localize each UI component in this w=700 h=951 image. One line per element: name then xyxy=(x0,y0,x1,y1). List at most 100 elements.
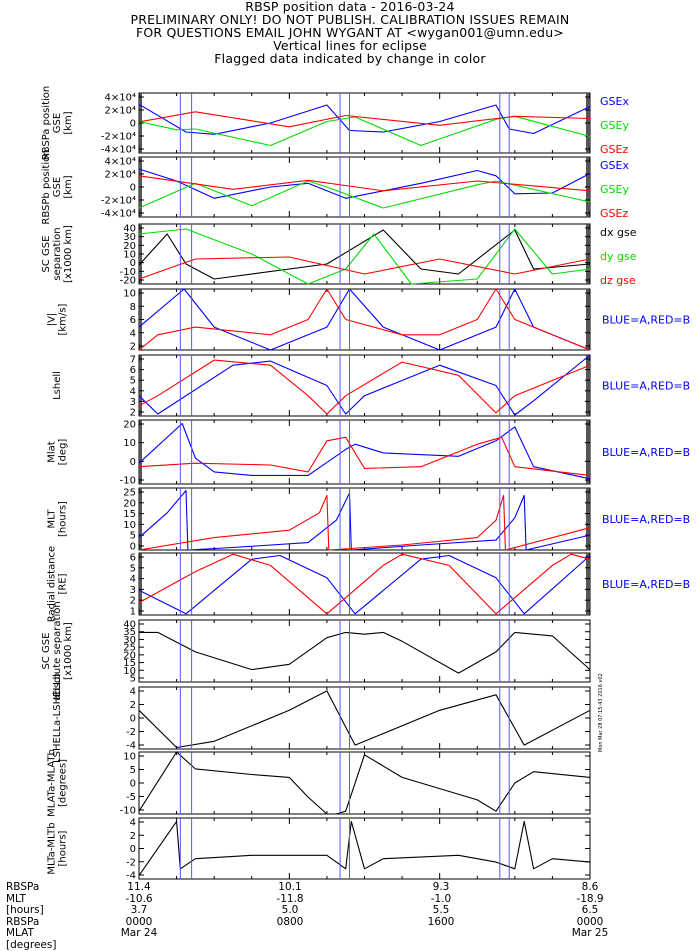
panel-frame xyxy=(138,751,591,815)
y-tick-label: 0 xyxy=(130,457,136,468)
footer-column-value: Mar 24 xyxy=(120,927,158,939)
y-tick-label: -2 xyxy=(126,727,136,738)
y-axis-label-line: [degrees] xyxy=(58,759,69,807)
footer-column-value: 11.4 xyxy=(127,881,151,893)
y-tick-label: 40 xyxy=(123,224,136,235)
legend-entry: BLUE=A,RED=B xyxy=(602,380,690,393)
y-tick-label: -10 xyxy=(120,476,136,487)
y-tick-label: 5 xyxy=(130,674,136,685)
y-tick-label: -5 xyxy=(126,792,136,803)
y-tick-label: 2 xyxy=(130,700,136,711)
y-tick-label: 4 xyxy=(130,574,136,585)
footer-row-label: MLT xyxy=(6,892,26,905)
y-tick-label: -4×10⁴ xyxy=(101,145,136,156)
y-tick-label: 20 xyxy=(123,241,136,252)
y-tick-label: 0 xyxy=(130,779,136,790)
y-axis-label: |V| [km/s] xyxy=(47,303,69,335)
y-axis-label-line: [hours] xyxy=(58,501,69,537)
y-tick-label: 4×10⁴ xyxy=(105,157,136,168)
series-line xyxy=(139,631,591,674)
y-tick-label: 20 xyxy=(123,420,136,431)
y-tick-label: 4 xyxy=(130,687,136,698)
title-line: FOR QUESTIONS EMAIL JOHN WYGANT AT <wyga… xyxy=(135,25,564,40)
series-line xyxy=(138,553,591,615)
footer-row-label: RBSPa xyxy=(6,915,40,928)
series-line xyxy=(138,554,591,615)
y-tick-label: 0 xyxy=(130,183,136,194)
flag-bar xyxy=(139,355,142,416)
y-axis-label-line: LSHELLa-LSHELLb xyxy=(52,673,63,763)
footer-column-value: 0000 xyxy=(576,915,604,928)
flag-bar xyxy=(139,488,142,550)
series-line xyxy=(138,422,591,480)
y-tick-label: 0 xyxy=(130,714,136,725)
y-axis-label: MLTa-MLTb [hours] xyxy=(47,822,69,874)
y-axis-label-line: [RE] xyxy=(58,573,69,594)
legend-entry: GSEy xyxy=(600,183,629,196)
legend-entry: dz gse xyxy=(600,274,636,287)
y-axis-label-line: [x1000 km] xyxy=(63,225,74,283)
y-tick-label: 2 xyxy=(130,831,136,842)
series-line xyxy=(138,751,591,815)
y-tick-label: 2 xyxy=(130,342,136,353)
y-axis-label: RBSPb position GSE [km] xyxy=(41,149,74,224)
y-tick-label: 1 xyxy=(130,607,136,618)
legend-entry: dx gse xyxy=(600,226,637,239)
legend-entry: GSEx xyxy=(600,95,629,108)
flag-bar xyxy=(139,420,142,484)
y-tick-label: 20 xyxy=(123,650,136,661)
title-line: Flagged data indicated by change in colo… xyxy=(214,51,486,66)
y-tick-label: -4 xyxy=(126,871,136,882)
y-tick-label: 15 xyxy=(123,509,136,520)
legend-entry: BLUE=A,RED=B xyxy=(602,446,690,459)
panel-frame xyxy=(138,817,591,880)
footer-column-value: 5.5 xyxy=(432,904,450,916)
y-axis-label-line: GSE xyxy=(52,113,63,133)
y-axis-label: MLT [hours] xyxy=(47,501,69,537)
series-line xyxy=(138,256,591,280)
y-tick-label: -20 xyxy=(120,276,136,287)
series-line xyxy=(138,436,591,476)
legend-entry: BLUE=A,RED=B xyxy=(602,314,690,327)
series-line xyxy=(138,820,591,876)
y-tick-label: 10 xyxy=(123,250,136,261)
footer-column-value: 0000 xyxy=(125,915,153,928)
footer-column-value: 5.0 xyxy=(281,904,299,916)
y-tick-label: 5 xyxy=(130,563,136,574)
y-axis-label: Mlat [deg] xyxy=(47,439,69,466)
y-axis-label-line: absolute separation xyxy=(52,601,63,700)
y-tick-label: 0 xyxy=(130,542,136,553)
series-line xyxy=(138,288,591,351)
series-line xyxy=(138,168,591,199)
y-tick-label: 2 xyxy=(130,408,136,419)
y-tick-label: -2 xyxy=(126,857,136,868)
series-line xyxy=(138,354,591,416)
title-block: RBSP position data - 2016-03-24 PRELIMINA… xyxy=(0,0,700,65)
panel-frame xyxy=(138,419,591,485)
y-axis-label-line: RBSPb position xyxy=(41,149,52,224)
series-line xyxy=(138,228,591,285)
footer-column-value: -11.8 xyxy=(276,892,304,905)
y-axis-label-line: [km/s] xyxy=(58,303,69,335)
title-line: Vertical lines for eclipse xyxy=(273,38,427,53)
y-tick-label: 3 xyxy=(130,585,136,596)
y-tick-label: 10 xyxy=(123,289,136,300)
y-tick-label: -10 xyxy=(120,267,136,278)
y-tick-label: 4 xyxy=(130,818,136,829)
y-tick-label: 10 xyxy=(123,520,136,531)
y-tick-label: 5 xyxy=(130,765,136,776)
series-line xyxy=(138,111,591,128)
footer-column-value: -10.6 xyxy=(125,892,153,905)
y-tick-label: 6 xyxy=(130,553,136,564)
footer-column-value: -18.9 xyxy=(576,892,604,905)
y-tick-label: 25 xyxy=(123,488,136,499)
y-tick-label: 7 xyxy=(130,355,136,366)
y-axis-label-line: MLTa-MLTb xyxy=(47,822,58,874)
legend-entry: GSEz xyxy=(600,143,628,156)
y-axis-label-line: |V| xyxy=(47,313,58,327)
y-axis-label-line: MLATa-MLATb xyxy=(47,749,58,817)
footer-column-value: -1.0 xyxy=(430,892,452,905)
y-tick-label: 10 xyxy=(123,666,136,677)
footer-column-value: 3.7 xyxy=(130,904,148,916)
legend-entry: GSEy xyxy=(600,119,629,132)
